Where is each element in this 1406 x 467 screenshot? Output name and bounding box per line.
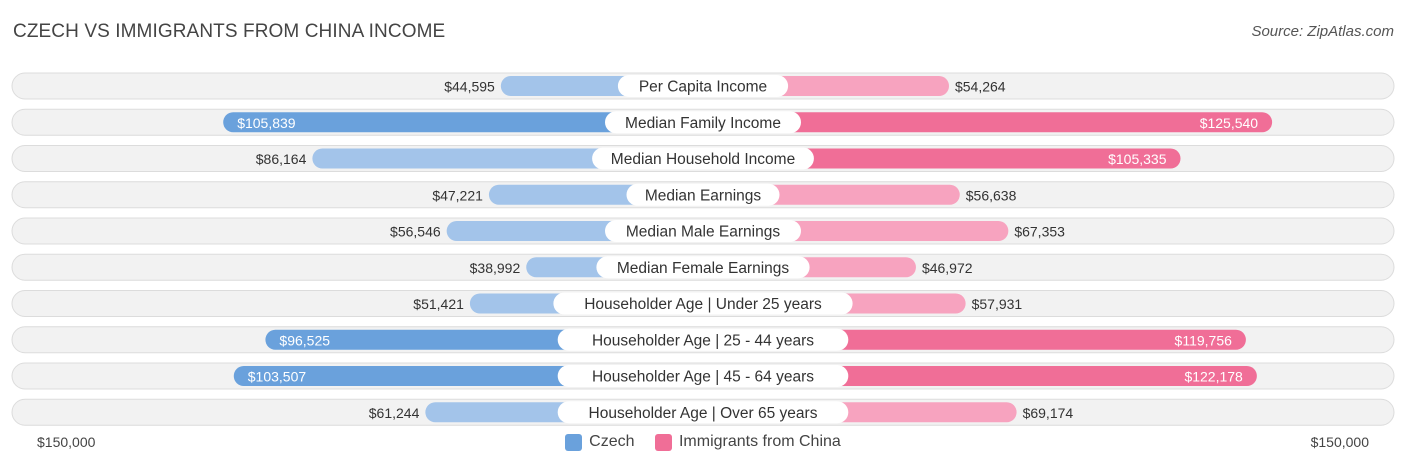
value-label-czech: $61,244 bbox=[369, 405, 420, 421]
bar-china bbox=[703, 112, 1273, 133]
source-note: Source: ZipAtlas.com bbox=[1251, 23, 1394, 40]
value-label-china: $125,540 bbox=[1200, 115, 1259, 131]
category-label: Per Capita Income bbox=[639, 79, 767, 96]
legend-label-czech: Czech bbox=[589, 433, 635, 450]
income-chart: $44,595 $54,264 Per Capita Income $105,839 $… bbox=[11, 72, 1395, 426]
category-label-background bbox=[605, 220, 801, 242]
value-label-china: $122,178 bbox=[1184, 369, 1243, 385]
category-label-background bbox=[626, 183, 780, 206]
value-label-czech: $38,992 bbox=[470, 260, 521, 276]
category-label: Median Household Income bbox=[611, 151, 795, 168]
category-label: Householder Age | 25 - 44 years bbox=[592, 332, 814, 349]
category-label-background bbox=[557, 328, 849, 351]
value-label-czech: $44,595 bbox=[444, 79, 495, 95]
axis-left-label: $150,000 bbox=[37, 434, 96, 450]
category-label-background bbox=[605, 111, 801, 134]
category-label: Median Family Income bbox=[625, 115, 781, 132]
bar-china bbox=[703, 148, 1181, 169]
legend-label-china: Immigrants from China bbox=[678, 433, 841, 450]
value-label-china: $54,264 bbox=[955, 79, 1006, 95]
value-label-czech: $47,221 bbox=[432, 187, 483, 203]
value-label-china: $57,931 bbox=[972, 296, 1023, 312]
axis-right-label: $150,000 bbox=[1310, 434, 1369, 450]
category-label-background bbox=[557, 401, 849, 424]
category-label: Median Earnings bbox=[645, 187, 762, 204]
bar-czech bbox=[223, 112, 703, 133]
value-label-czech: $86,164 bbox=[256, 151, 307, 167]
legend-item-czech[interactable]: Czech bbox=[565, 433, 635, 451]
value-label-china: $105,335 bbox=[1108, 151, 1167, 167]
legend: Czech Immigrants from China bbox=[0, 433, 1406, 456]
value-label-china: $69,174 bbox=[1023, 405, 1074, 421]
value-label-czech: $96,525 bbox=[279, 332, 330, 348]
value-label-czech: $103,507 bbox=[248, 369, 307, 385]
category-label: Median Female Earnings bbox=[617, 260, 790, 277]
value-label-china: $46,972 bbox=[922, 260, 973, 276]
value-label-china: $67,353 bbox=[1014, 224, 1065, 240]
value-label-china: $119,756 bbox=[1175, 332, 1233, 348]
category-label-background bbox=[592, 147, 814, 170]
value-label-czech: $105,839 bbox=[237, 115, 296, 131]
legend-swatch-czech bbox=[565, 433, 583, 451]
value-label-czech: $56,546 bbox=[390, 224, 441, 240]
chart-title: CZECH VS IMMIGRANTS FROM CHINA INCOME bbox=[13, 21, 446, 42]
legend-item-china[interactable]: Immigrants from China bbox=[654, 433, 841, 451]
legend-swatch-china bbox=[654, 433, 672, 451]
category-label: Householder Age | Over 65 years bbox=[589, 405, 818, 422]
value-label-china: $56,638 bbox=[966, 187, 1017, 203]
category-label-background bbox=[596, 256, 810, 279]
category-label-background bbox=[557, 365, 849, 387]
category-label-background bbox=[617, 75, 789, 97]
category-label: Median Male Earnings bbox=[626, 224, 780, 241]
value-label-czech: $51,421 bbox=[413, 296, 464, 312]
category-label-background bbox=[553, 292, 853, 315]
category-label: Householder Age | Under 25 years bbox=[584, 296, 822, 313]
category-label: Householder Age | 45 - 64 years bbox=[592, 369, 814, 386]
